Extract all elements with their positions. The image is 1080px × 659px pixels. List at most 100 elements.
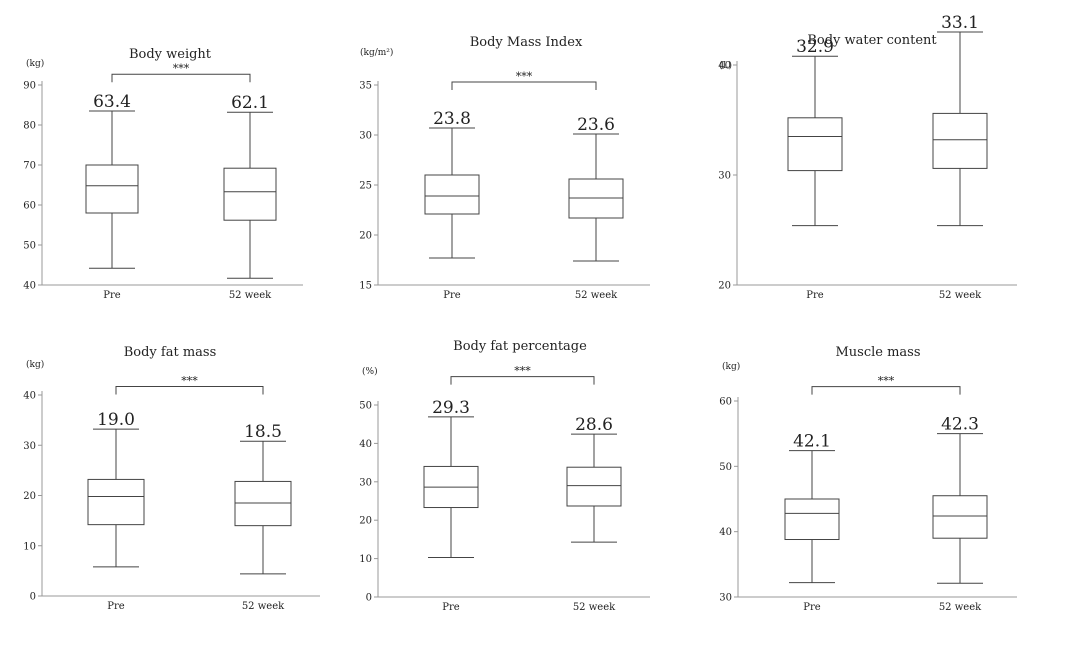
y-unit-label: (kg) (26, 359, 44, 370)
y-tick-label: 30 (23, 441, 36, 452)
significance-bracket (451, 81, 597, 90)
box-series-1: 33.1 (932, 13, 988, 227)
mean-value-label: 42.3 (941, 415, 979, 435)
iqr-box (787, 117, 843, 172)
iqr-box (234, 480, 292, 527)
mean-value-label: 28.6 (575, 415, 613, 435)
y-tick-label: 50 (23, 241, 36, 252)
significance-bracket (450, 376, 595, 385)
x-category-label: 52 week (229, 290, 272, 301)
y-unit-label: (L) (719, 60, 732, 71)
box-series-0: 32.9 (787, 37, 843, 227)
boxplot-panel: Muscle mass (kg) 30 40 50 60 42.1 Pre 42.3 52 wee… (719, 345, 1017, 613)
y-tick-label: 40 (718, 61, 731, 72)
y-tick-label: 20 (23, 491, 36, 502)
y-tick-label: 20 (359, 231, 372, 242)
significance-label: *** (181, 374, 198, 387)
box-series-0: 23.8 (424, 109, 480, 259)
chart-title: Body water content (807, 33, 937, 48)
y-tick-label: 20 (359, 516, 372, 527)
y-tick-label: 0 (366, 593, 372, 604)
significance-label: *** (878, 375, 895, 388)
box-series-1: 23.6 (568, 115, 624, 262)
y-tick-label: 30 (359, 477, 372, 488)
significance-label: *** (173, 62, 190, 75)
y-tick-label: 30 (359, 131, 372, 142)
significance-bracket (115, 385, 264, 395)
mean-value-label: 23.8 (433, 109, 471, 129)
box-series-1: 42.3 (932, 415, 988, 584)
x-category-label: 52 week (573, 602, 616, 613)
chart-title: Muscle mass (835, 345, 920, 360)
mean-value-label: 62.1 (231, 93, 269, 113)
y-unit-label: (%) (362, 366, 378, 377)
boxplot-panel: Body fat percentage (%) 0 10 20 30 40 50 29.3 Pre… (359, 339, 650, 613)
mean-value-label: 19.0 (97, 410, 135, 430)
box-series-1: 62.1 (223, 93, 277, 279)
iqr-box (87, 478, 145, 526)
x-category-label: Pre (443, 290, 461, 301)
mean-value-label: 18.5 (244, 422, 282, 442)
y-tick-label: 20 (718, 281, 731, 292)
boxplot-panel: Body water content (L) 20 30 40 32.9 Pre 33.1 52… (718, 13, 1017, 301)
significance-bracket (811, 386, 961, 395)
y-unit-label: (kg) (26, 58, 44, 69)
iqr-box (85, 164, 139, 214)
mean-value-label: 63.4 (93, 92, 131, 112)
mean-value-label: 23.6 (577, 115, 615, 135)
y-tick-label: 25 (359, 181, 372, 192)
x-category-label: 52 week (939, 602, 982, 613)
x-category-label: Pre (103, 290, 121, 301)
y-tick-label: 40 (23, 391, 36, 402)
y-tick-label: 40 (719, 527, 732, 538)
x-category-label: 52 week (939, 290, 982, 301)
box-series-0: 63.4 (85, 92, 139, 269)
box-series-0: 42.1 (784, 432, 840, 584)
y-unit-label: (kg) (722, 361, 740, 372)
y-tick-label: 70 (23, 161, 36, 172)
box-series-1: 18.5 (234, 422, 292, 575)
x-category-label: 52 week (575, 290, 618, 301)
y-tick-label: 40 (359, 439, 372, 450)
x-category-label: 52 week (242, 601, 285, 612)
y-tick-label: 60 (23, 201, 36, 212)
chart-title: Body Mass Index (470, 35, 583, 50)
boxplot-panel: Body weight (kg) 40 50 60 70 80 90 63.4 Pre 62.1 52… (23, 47, 303, 301)
y-tick-label: 60 (719, 397, 732, 408)
box-series-0: 19.0 (87, 410, 145, 568)
iqr-box (424, 174, 480, 215)
y-tick-label: 30 (718, 171, 731, 182)
x-category-label: Pre (442, 602, 460, 613)
box-series-1: 28.6 (566, 415, 622, 543)
x-category-label: Pre (806, 290, 824, 301)
boxplot-panel: Body Mass Index (kg/m²) 15 20 25 30 35 23.8 Pre 2… (359, 35, 650, 301)
iqr-box (223, 167, 277, 221)
mean-value-label: 29.3 (432, 398, 470, 418)
chart-title: Body weight (129, 47, 212, 62)
boxplot-panel: Body fat mass (kg) 0 10 20 30 40 19.0 Pre 18.5 52 … (23, 345, 320, 612)
y-tick-label: 50 (719, 462, 732, 473)
chart-title: Body fat percentage (453, 339, 587, 354)
y-tick-label: 0 (30, 592, 36, 603)
significance-bracket (111, 73, 251, 83)
y-tick-label: 10 (359, 554, 372, 565)
y-tick-label: 40 (23, 281, 36, 292)
y-unit-label: (kg/m²) (360, 47, 393, 58)
significance-label: *** (516, 70, 533, 83)
iqr-box (932, 112, 988, 169)
iqr-box (932, 495, 988, 539)
mean-value-label: 42.1 (793, 432, 831, 452)
chart-title: Body fat mass (124, 345, 217, 360)
y-tick-label: 90 (23, 81, 36, 92)
y-tick-label: 15 (359, 281, 372, 292)
iqr-box (784, 498, 840, 541)
x-category-label: Pre (107, 601, 125, 612)
box-series-0: 29.3 (423, 398, 479, 558)
y-tick-label: 35 (359, 81, 372, 92)
significance-label: *** (514, 365, 531, 378)
y-tick-label: 50 (359, 401, 372, 412)
mean-value-label: 33.1 (941, 13, 979, 33)
x-category-label: Pre (803, 602, 821, 613)
iqr-box (566, 466, 622, 507)
